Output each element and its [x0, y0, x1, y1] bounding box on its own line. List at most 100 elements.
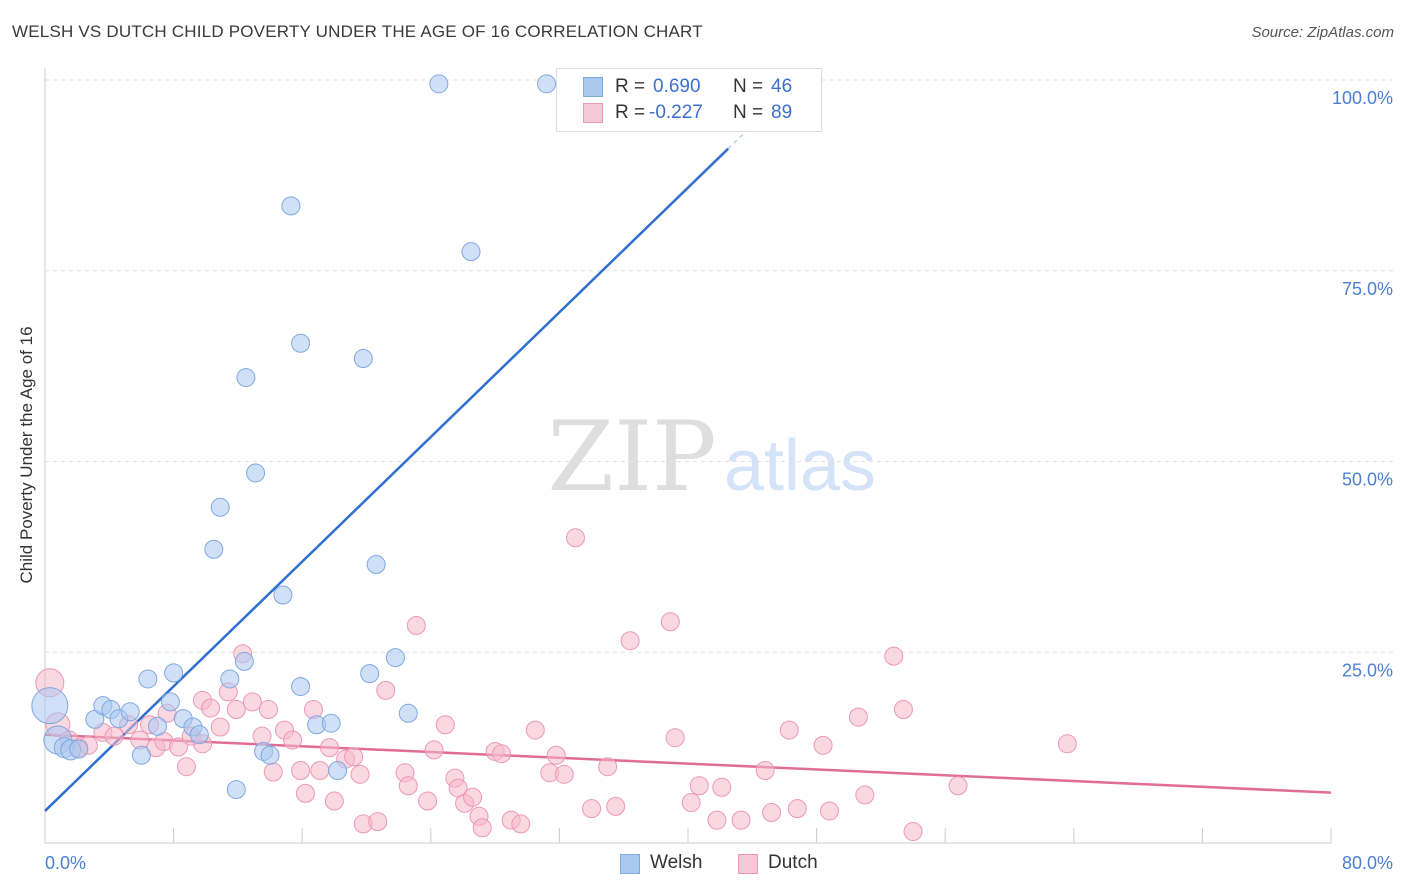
dutch-point-56	[511, 814, 531, 834]
chart-title: WELSH VS DUTCH CHILD POVERTY UNDER THE A…	[12, 22, 703, 41]
dutch-point-82	[893, 699, 913, 719]
x-tick-label-0: 0.0%	[45, 853, 86, 873]
welsh-point-11	[138, 669, 158, 689]
dutch-point-30	[295, 783, 315, 803]
welsh-n-label: N =	[733, 76, 764, 97]
dutch-point-43	[406, 616, 426, 636]
welsh-points	[31, 74, 592, 800]
welsh-point-10	[131, 745, 151, 765]
welsh-point-27	[273, 585, 293, 605]
dutch-point-32	[310, 761, 330, 781]
dutch-point-72	[731, 810, 751, 830]
welsh-point-14	[164, 663, 184, 683]
dutch-point-84	[948, 776, 968, 796]
dutch-point-46	[435, 715, 455, 735]
welsh-point-23	[236, 368, 256, 388]
dutch-point-64	[606, 796, 626, 816]
dutch-r-value: -0.227	[649, 102, 703, 123]
dutch-point-60	[554, 764, 574, 784]
welsh-point-33	[328, 761, 348, 781]
x-tick-label-1: 80.0%	[1342, 853, 1393, 873]
dutch-point-76	[787, 799, 807, 819]
dutch-point-65	[620, 631, 640, 651]
welsh-legend-swatch	[620, 854, 640, 874]
watermark-atlas: atlas	[724, 426, 876, 506]
welsh-r-label: R =	[615, 76, 646, 97]
dutch-point-45	[424, 740, 444, 760]
y-tick-label-3: 100.0%	[1332, 88, 1393, 108]
welsh-point-30	[291, 677, 311, 697]
dutch-point-29	[291, 761, 311, 781]
dutch-point-81	[884, 646, 904, 666]
dutch-point-63	[598, 757, 618, 777]
dutch-point-26	[263, 762, 283, 782]
welsh-point-38	[398, 703, 418, 723]
dutch-point-59	[546, 745, 566, 765]
welsh-point-37	[385, 648, 405, 668]
dutch-point-44	[418, 791, 438, 811]
dutch-point-18	[201, 698, 221, 718]
welsh-point-4	[69, 739, 89, 759]
welsh-point-40	[461, 242, 481, 262]
welsh-point-24	[246, 463, 266, 483]
welsh-point-34	[353, 348, 373, 368]
welsh-r-value: 0.690	[653, 76, 701, 97]
welsh-point-12	[148, 716, 168, 736]
welsh-point-9	[120, 702, 140, 722]
dutch-point-70	[707, 810, 727, 830]
welsh-point-21	[226, 780, 246, 800]
dutch-point-6	[104, 726, 124, 746]
dutch-point-13	[168, 737, 188, 757]
dutch-legend-label: Dutch	[768, 852, 818, 873]
gridlines	[45, 79, 1395, 653]
dutch-point-69	[689, 776, 709, 796]
dutch-point-74	[762, 802, 782, 822]
dutch-point-40	[376, 680, 396, 700]
welsh-point-35	[360, 664, 380, 684]
welsh-point-20	[220, 669, 240, 689]
source-credit: Source: ZipAtlas.com	[1251, 24, 1394, 41]
dutch-point-57	[525, 720, 545, 740]
dutch-point-79	[848, 707, 868, 727]
correlation-legend: R = 0.690 N = 46 R = -0.227 N = 89	[556, 68, 822, 132]
dutch-point-68	[681, 793, 701, 813]
dutch-point-78	[819, 801, 839, 821]
welsh-point-17	[189, 725, 209, 745]
dutch-point-28	[283, 730, 303, 750]
dutch-point-80	[855, 785, 875, 805]
dutch-point-77	[813, 735, 833, 755]
welsh-point-39	[429, 74, 449, 94]
welsh-point-13	[160, 692, 180, 712]
dutch-point-37	[350, 764, 370, 784]
dutch-point-50	[463, 787, 483, 807]
welsh-point-36	[366, 555, 386, 575]
y-tick-label-1: 50.0%	[1342, 470, 1393, 490]
dutch-point-73	[755, 761, 775, 781]
dutch-point-61	[565, 528, 585, 548]
welsh-point-41	[537, 74, 557, 94]
dutch-point-34	[324, 791, 344, 811]
y-axis-label: Child Poverty Under the Age of 16	[17, 326, 36, 584]
welsh-n-value: 46	[771, 76, 793, 97]
dutch-point-14	[176, 757, 196, 777]
dutch-point-75	[779, 720, 799, 740]
dutch-point-25	[258, 699, 278, 719]
dutch-point-83	[903, 822, 923, 842]
welsh-point-29	[291, 333, 311, 353]
dutch-points	[35, 528, 1077, 842]
dutch-point-62	[582, 799, 602, 819]
dutch-point-19	[210, 717, 230, 737]
dutch-legend-swatch	[738, 854, 758, 874]
watermark-zip: ZIP	[547, 401, 716, 513]
dutch-point-54	[492, 744, 512, 764]
dutch-n-label: N =	[733, 102, 764, 123]
y-tick-label-0: 25.0%	[1342, 660, 1393, 680]
dutch-point-36	[344, 747, 364, 767]
dutch-point-23	[242, 692, 262, 712]
welsh-trend-line	[44, 147, 730, 812]
dutch-point-33	[320, 738, 340, 758]
tick-labels: 25.0% 50.0% 75.0% 100.0% 0.0% 80.0%	[45, 88, 1393, 873]
dutch-n-value: 89	[771, 102, 793, 123]
welsh-point-28	[281, 196, 301, 216]
